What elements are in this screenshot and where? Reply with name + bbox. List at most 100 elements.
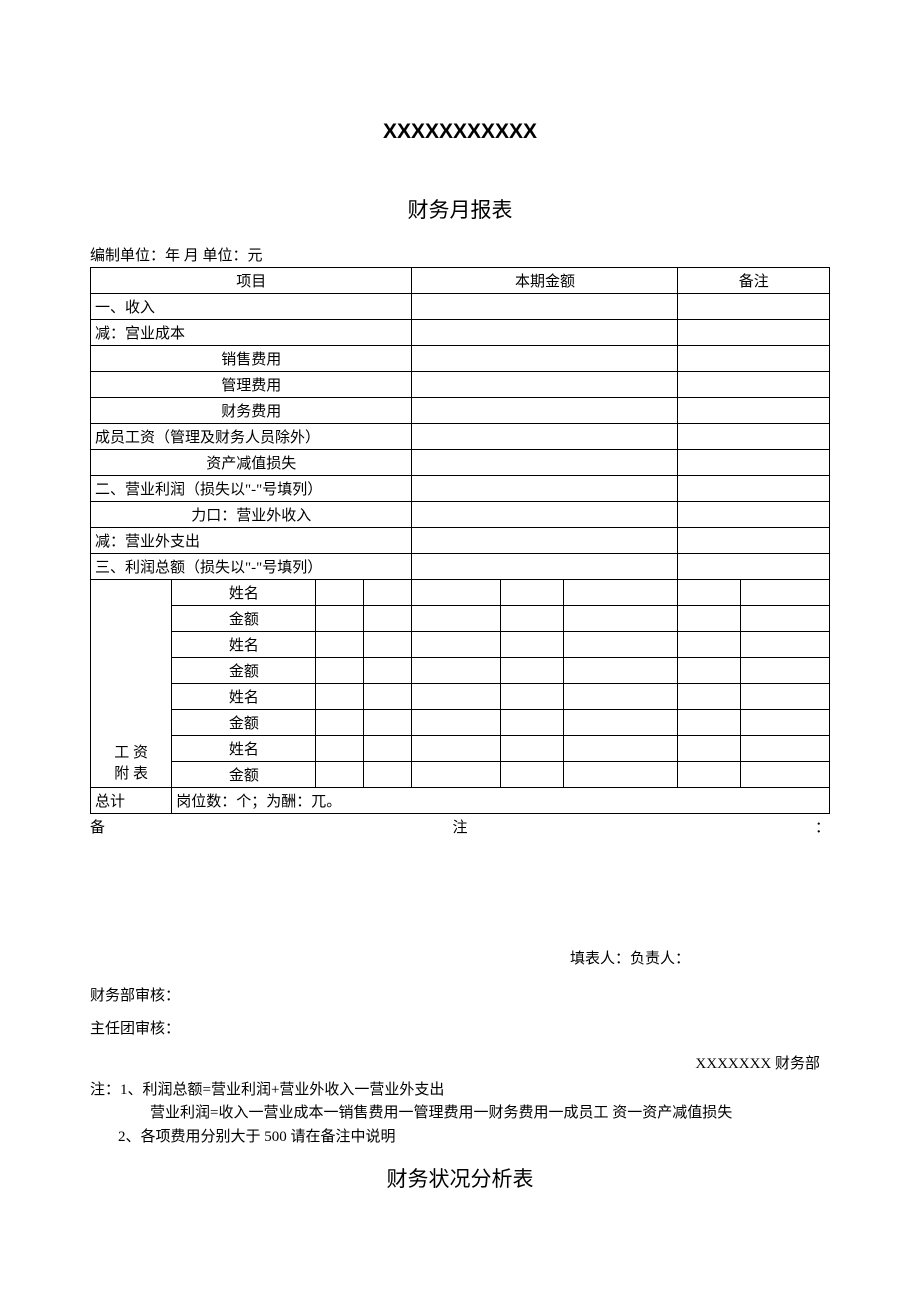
wage-cell <box>501 684 564 710</box>
wage-cell <box>741 632 830 658</box>
wage-side-line2: 附 表 <box>95 762 167 783</box>
amount-cell <box>412 346 678 372</box>
wage-cell <box>412 710 501 736</box>
amount-cell <box>412 372 678 398</box>
note-line-2: 营业利润=收入一营业成本一销售费用一管理费用一财务费用一成员工 资一资产减值损失 <box>90 1102 830 1125</box>
wage-row: 姓名 <box>91 684 830 710</box>
item-label: 管理费用 <box>91 372 412 398</box>
wage-cell <box>741 684 830 710</box>
wage-row: 金额 <box>91 762 830 788</box>
wage-row: 姓名 <box>91 736 830 762</box>
wage-row: 姓名 <box>91 632 830 658</box>
doc-title: 财务月报表 <box>90 194 830 224</box>
wage-cell <box>316 684 364 710</box>
wage-cell <box>364 736 412 762</box>
wage-cell <box>741 710 830 736</box>
table-row: 减：营业外支出 <box>91 528 830 554</box>
amount-cell <box>412 294 678 320</box>
wage-pair-label: 姓名 <box>172 632 316 658</box>
wage-cell <box>741 580 830 606</box>
amount-cell <box>412 528 678 554</box>
item-label: 力口：营业外收入 <box>91 502 412 528</box>
remark-cell <box>678 294 830 320</box>
wage-cell <box>412 632 501 658</box>
header-project: 项目 <box>91 268 412 294</box>
table-row: 成员工资（管理及财务人员除外） <box>91 424 830 450</box>
beizhu-left: 备 <box>90 816 105 837</box>
table-row: 财务费用 <box>91 398 830 424</box>
wage-pair-label: 金额 <box>172 710 316 736</box>
wage-cell <box>412 580 501 606</box>
item-label: 财务费用 <box>91 398 412 424</box>
remark-cell <box>678 398 830 424</box>
table-row: 三、利润总额（损失以"-"号填列） <box>91 554 830 580</box>
wage-cell <box>501 580 564 606</box>
table-row: 二、营业利润（损失以"-"号填列） <box>91 476 830 502</box>
wage-cell <box>563 606 678 632</box>
wage-row: 金额 <box>91 658 830 684</box>
wage-cell <box>412 684 501 710</box>
remark-cell <box>678 476 830 502</box>
note-line-1: 注：1、利润总额=营业利润+营业外收入一营业外支出 <box>90 1079 830 1102</box>
wage-pair-label: 姓名 <box>172 684 316 710</box>
item-label: 资产减值损失 <box>91 450 412 476</box>
beizhu-right: ： <box>815 816 830 837</box>
item-label: 二、营业利润（损失以"-"号填列） <box>91 476 412 502</box>
wage-cell <box>364 632 412 658</box>
item-label: 减：宫业成本 <box>91 320 412 346</box>
wage-cell <box>316 580 364 606</box>
header-amount: 本期金额 <box>412 268 678 294</box>
table-row: 销售费用 <box>91 346 830 372</box>
remark-cell <box>678 424 830 450</box>
wage-cell <box>501 762 564 788</box>
wage-cell <box>678 632 741 658</box>
wage-cell <box>741 762 830 788</box>
wage-row: 金额 <box>91 710 830 736</box>
amount-cell <box>412 476 678 502</box>
wage-pair-label: 姓名 <box>172 580 316 606</box>
table-header-row: 项目 本期金额 备注 <box>91 268 830 294</box>
total-row: 总计 岗位数：个；为酬：兀。 <box>91 788 830 814</box>
item-label: 三、利润总额（损失以"-"号填列） <box>91 554 412 580</box>
wage-cell <box>741 658 830 684</box>
remark-cell <box>678 554 830 580</box>
wage-cell <box>563 710 678 736</box>
total-content: 岗位数：个；为酬：兀。 <box>172 788 830 814</box>
wage-cell <box>678 762 741 788</box>
remark-cell <box>678 320 830 346</box>
amount-cell <box>412 320 678 346</box>
wage-cell <box>364 658 412 684</box>
remark-cell <box>678 450 830 476</box>
wage-cell <box>316 606 364 632</box>
wage-cell <box>412 762 501 788</box>
table-row: 管理费用 <box>91 372 830 398</box>
wage-cell <box>678 684 741 710</box>
subtitle: 财务状况分析表 <box>90 1163 830 1193</box>
document-page: XXXXXXXXXXX 财务月报表 编制单位：年 月 单位：元 项目 本期金额 … <box>0 0 920 1253</box>
header-remark: 备注 <box>678 268 830 294</box>
table-row: 资产减值损失 <box>91 450 830 476</box>
report-table: 项目 本期金额 备注 一、收入 减：宫业成本 销售费用 管理费用 财务费用 <box>90 267 830 814</box>
company-title: XXXXXXXXXXX <box>90 120 830 144</box>
wage-cell <box>563 632 678 658</box>
table-row: 力口：营业外收入 <box>91 502 830 528</box>
amount-cell <box>412 502 678 528</box>
signature-right: 填表人：负责人： <box>90 947 830 968</box>
item-label: 销售费用 <box>91 346 412 372</box>
wage-cell <box>501 658 564 684</box>
wage-row: 金额 <box>91 606 830 632</box>
wage-cell <box>364 684 412 710</box>
wage-cell <box>364 710 412 736</box>
wage-cell <box>741 736 830 762</box>
meta-line: 编制单位：年 月 单位：元 <box>90 244 830 265</box>
amount-cell <box>412 450 678 476</box>
beizhu-line: 备 注 ： <box>90 816 830 837</box>
remark-cell <box>678 346 830 372</box>
wage-cell <box>412 658 501 684</box>
wage-side-line1: 工 资 <box>95 741 167 762</box>
table-row: 一、收入 <box>91 294 830 320</box>
note-line-3: 2、各项费用分别大于 500 请在备注中说明 <box>90 1126 830 1149</box>
wage-cell <box>678 710 741 736</box>
wage-cell <box>316 762 364 788</box>
wage-cell <box>563 658 678 684</box>
